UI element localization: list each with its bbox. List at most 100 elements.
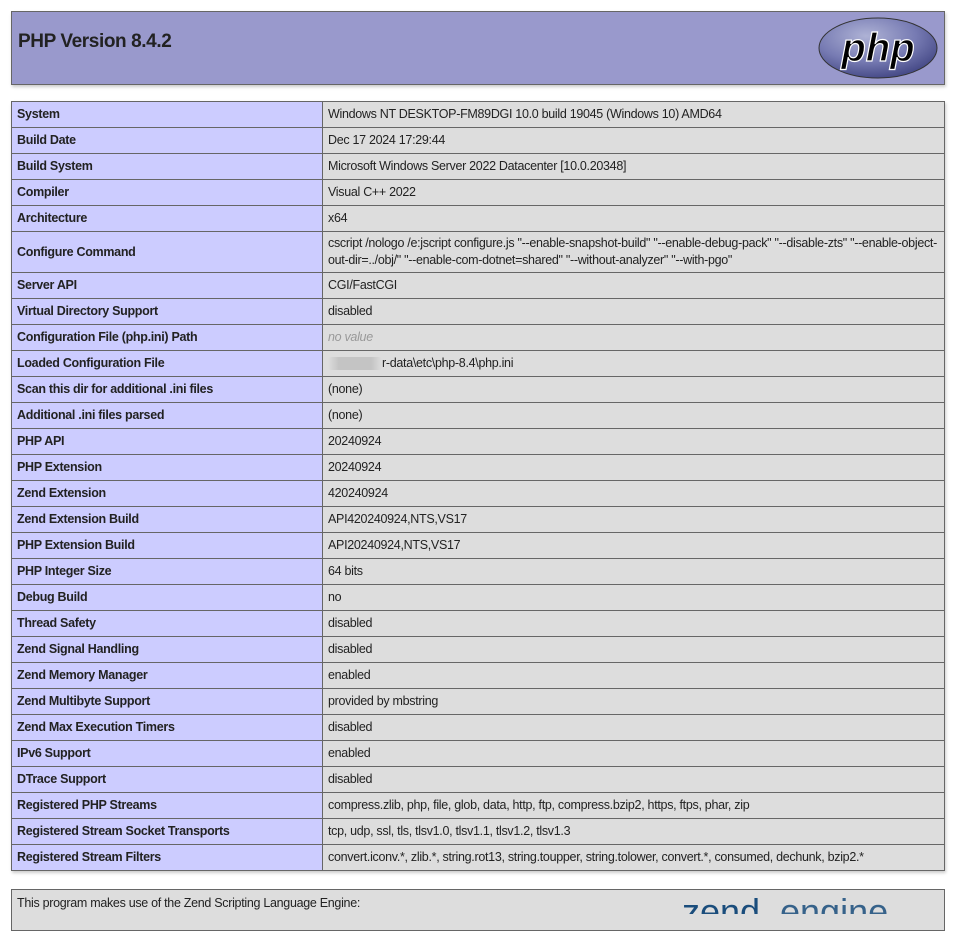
row-value: disabled [322,610,945,637]
table-row: Compiler Visual C++ 2022 [11,179,945,206]
row-value: enabled [322,740,945,767]
row-label: Build System [11,153,323,180]
row-value: no [322,584,945,611]
zend-text: This program makes use of the Zend Scrip… [17,896,361,910]
row-label: Server API [11,272,323,299]
row-value: Visual C++ 2022 [322,179,945,206]
row-label: Additional .ini files parsed [11,402,323,429]
svg-text:zend: zend [682,891,760,914]
row-label: Zend Max Execution Timers [11,714,323,741]
row-value: API20240924,NTS,VS17 [322,532,945,559]
row-label: Thread Safety [11,610,323,637]
redacted-path [328,357,382,371]
row-label: IPv6 Support [11,740,323,767]
table-row: Build System Microsoft Windows Server 202… [11,153,945,180]
svg-text:engine: engine [780,891,888,914]
table-row: Zend Extension Build API420240924,NTS,VS1… [11,506,945,533]
row-value: CGI/FastCGI [322,272,945,299]
table-row: System Windows NT DESKTOP-FM89DGI 10.0 bu… [11,101,945,128]
row-value: compress.zlib, php, file, glob, data, ht… [322,792,945,819]
table-row: Zend Multibyte Support provided by mbstri… [11,688,945,715]
row-label: Configure Command [11,231,323,273]
table-row: Scan this dir for additional .ini files(… [11,376,945,403]
row-label: PHP Extension [11,454,323,481]
table-row: PHP Integer Size 64 bits [11,558,945,585]
row-value: disabled [322,636,945,663]
row-value: Dec 17 2024 17:29:44 [322,127,945,154]
php-logo: php [818,17,938,79]
row-label: Zend Signal Handling [11,636,323,663]
row-value: cscript /nologo /e:jscript configure.js … [322,231,945,273]
table-row: Configuration File (php.ini) Path no valu… [11,324,945,351]
table-row: Loaded Configuration File r-data\etc\php-… [11,350,945,377]
row-value: disabled [322,766,945,793]
table-row: PHP Extension 20240924 [11,454,945,481]
table-row: Zend Signal Handling disabled [11,636,945,663]
row-label: Zend Extension Build [11,506,323,533]
table-row: Thread Safety disabled [11,610,945,637]
row-value: 20240924 [322,428,945,455]
row-value: enabled [322,662,945,689]
row-label: Configuration File (php.ini) Path [11,324,323,351]
row-label: Zend Multibyte Support [11,688,323,715]
page-title: PHP Version 8.4.2 [18,31,172,52]
row-value: 64 bits [322,558,945,585]
no-value: no value [328,330,373,344]
row-label: PHP Extension Build [11,532,323,559]
php-version-header: PHP Version 8.4.2 php [11,11,945,85]
table-row: Registered Stream Socket Transports tcp, … [11,818,945,845]
row-value: convert.iconv.*, zlib.*, string.rot13, s… [322,844,945,871]
table-row: Configure Command cscript /nologo /e:jscr… [11,231,945,273]
table-row: Server API CGI/FastCGI [11,272,945,299]
row-value: tcp, udp, ssl, tls, tlsv1.0, tlsv1.1, tl… [322,818,945,845]
table-row: Architecture x64 [11,205,945,232]
table-row: Registered Stream Filters convert.iconv.*… [11,844,945,871]
row-label: Compiler [11,179,323,206]
table-row: Virtual Directory Support disabled [11,298,945,325]
table-row: Zend Max Execution Timers disabled [11,714,945,741]
row-value: (none) [322,376,945,403]
row-label: Loaded Configuration File [11,350,323,377]
table-row: Zend Memory Manager enabled [11,662,945,689]
svg-text:php: php [840,26,914,70]
row-label: DTrace Support [11,766,323,793]
row-value: disabled [322,298,945,325]
row-value: Windows NT DESKTOP-FM89DGI 10.0 build 19… [322,101,945,128]
table-row: Zend Extension 420240924 [11,480,945,507]
row-value: (none) [322,402,945,429]
table-row: IPv6 Support enabled [11,740,945,767]
row-label: PHP API [11,428,323,455]
table-row: Build Date Dec 17 2024 17:29:44 [11,127,945,154]
row-label: Build Date [11,127,323,154]
row-label: Architecture [11,205,323,232]
path-text: r-data\etc\php-8.4\php.ini [382,356,514,370]
table-row: Debug Build no [11,584,945,611]
table-row: PHP API 20240924 [11,428,945,455]
row-value: API420240924,NTS,VS17 [322,506,945,533]
row-value: provided by mbstring [322,688,945,715]
row-label: Debug Build [11,584,323,611]
row-value: disabled [322,714,945,741]
row-value: 20240924 [322,454,945,481]
row-label: Registered Stream Socket Transports [11,818,323,845]
php-info-table: System Windows NT DESKTOP-FM89DGI 10.0 bu… [11,101,945,871]
zend-engine-logo: zend engine [682,891,888,914]
row-value: no value [322,324,945,351]
zend-engine-box: This program makes use of the Zend Scrip… [11,889,945,931]
row-label: Registered Stream Filters [11,844,323,871]
table-row: DTrace Support disabled [11,766,945,793]
row-value: Microsoft Windows Server 2022 Datacenter… [322,153,945,180]
row-label: Zend Extension [11,480,323,507]
row-value: r-data\etc\php-8.4\php.ini [322,350,945,377]
table-row: Additional .ini files parsed (none) [11,402,945,429]
row-label: PHP Integer Size [11,558,323,585]
table-row: Registered PHP Streams compress.zlib, php… [11,792,945,819]
row-label: Virtual Directory Support [11,298,323,325]
row-value: x64 [322,205,945,232]
row-label: Registered PHP Streams [11,792,323,819]
row-value: 420240924 [322,480,945,507]
row-label: Zend Memory Manager [11,662,323,689]
table-row: PHP Extension Build API20240924,NTS,VS17 [11,532,945,559]
row-label: System [11,101,323,128]
row-label: Scan this dir for additional .ini files [11,376,323,403]
